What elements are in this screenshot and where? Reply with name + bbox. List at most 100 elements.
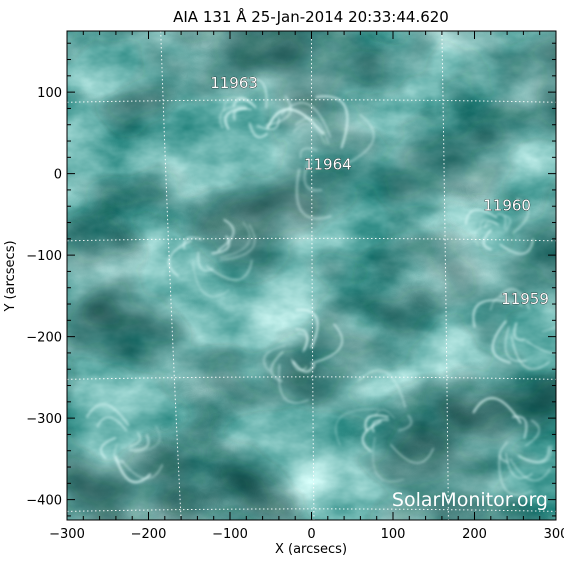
active-region-label: 11964 — [304, 156, 352, 174]
coronal-loop — [167, 240, 192, 277]
coronal-loop — [491, 320, 511, 364]
coronal-loop — [335, 408, 379, 446]
coronal-loop — [472, 299, 515, 328]
x-tick-label: −200 — [131, 527, 167, 542]
coronal-loop — [293, 123, 326, 145]
y-tick-label: −400 — [26, 494, 62, 509]
y-tick-label: 100 — [37, 86, 62, 101]
coronal-loop — [224, 107, 248, 130]
coronal-loop — [248, 122, 269, 139]
y-axis: 100 0 −100 −200 −300 −400 — [26, 42, 556, 517]
coronal-loop — [525, 419, 540, 447]
active-region-label: 11963 — [210, 74, 258, 92]
coronal-loop — [499, 238, 535, 255]
grid-latitude-line — [67, 237, 556, 242]
y-tick-label: −100 — [26, 249, 62, 264]
coronal-loop — [129, 432, 141, 447]
coronal-loop — [525, 340, 556, 355]
coronal-loop — [278, 364, 310, 404]
coronal-loop — [96, 416, 128, 432]
coronal-loop — [219, 105, 247, 129]
coronal-loop — [295, 328, 309, 351]
coronal-loop — [517, 445, 551, 464]
coronal-loop — [205, 259, 253, 281]
coronal-loop — [398, 414, 413, 432]
y-tick-label: 0 — [54, 168, 62, 183]
coronal-loop — [473, 224, 492, 246]
coronal-loop — [364, 414, 389, 431]
coordinate-grid — [67, 31, 556, 520]
coronal-loop — [464, 209, 498, 226]
coronal-loop — [374, 409, 395, 419]
x-axis-label: X (arcsecs) — [275, 542, 347, 557]
coronal-loop — [299, 147, 318, 159]
coronal-loop — [217, 218, 235, 252]
coronal-loop — [498, 288, 531, 310]
coronal-loop — [512, 197, 530, 235]
x-tick-label: 300 — [544, 527, 564, 542]
coronal-loop — [120, 459, 164, 480]
coronal-loop — [134, 426, 161, 453]
coronal-loop — [372, 437, 405, 482]
coronal-loop — [294, 117, 330, 145]
coronal-loop — [128, 434, 150, 452]
grid-longitude-line — [160, 31, 182, 520]
coronal-loop — [504, 326, 527, 362]
coronal-loop — [85, 403, 130, 427]
coronal-loop — [223, 96, 253, 112]
figure-title: AIA 131 Å 25-Jan-2014 20:33:44.620 — [173, 7, 449, 26]
coronal-loop — [495, 213, 507, 229]
active-region-label: 11959 — [501, 290, 549, 308]
coronal-loop — [371, 418, 390, 433]
coronal-loop — [509, 458, 551, 482]
coronal-loop — [510, 335, 550, 370]
grid-longitude-line — [311, 31, 315, 520]
coronal-loop — [361, 420, 382, 453]
x-tick-label: −100 — [212, 527, 248, 542]
coronal-loop — [472, 397, 522, 424]
grid-latitude-line — [67, 376, 556, 380]
coronal-loop — [114, 455, 152, 484]
grid-latitude-line — [67, 99, 556, 103]
grid-longitude-line — [441, 31, 449, 520]
coronal-loop — [498, 441, 509, 464]
coronal-loop — [484, 220, 500, 229]
coronal-loop — [291, 358, 308, 371]
coronal-loop — [243, 78, 268, 109]
coronal-loop — [541, 326, 556, 333]
x-axis: −300 −200 −100 0 100 200 300 — [49, 31, 564, 542]
coronal-loop — [482, 229, 493, 251]
coronal-loop — [358, 369, 406, 408]
x-tick-label: −300 — [49, 527, 85, 542]
watermark: SolarMonitor.org — [392, 489, 548, 511]
coronal-loop — [295, 168, 332, 220]
x-tick-label: 100 — [381, 527, 406, 542]
y-axis-label: Y (arcsecs) — [3, 240, 18, 312]
coronal-loop — [219, 221, 251, 259]
coronal-loop — [303, 161, 323, 192]
coronal-loop — [498, 455, 533, 496]
coronal-loop — [310, 323, 343, 364]
coronal-loop — [219, 224, 256, 261]
coronal-loop — [232, 97, 257, 109]
grid-latitude-line — [67, 508, 556, 512]
y-tick-label: −300 — [26, 412, 62, 427]
active-region-labels: 11963 11964 11960 11959 — [210, 74, 549, 309]
coronal-loop — [503, 215, 511, 232]
coronal-loop — [340, 114, 375, 168]
coronal-loop — [100, 437, 117, 460]
coronal-loop — [192, 261, 230, 297]
coronal-loop — [270, 350, 284, 383]
coronal-loop — [390, 443, 434, 464]
coronal-loop — [256, 117, 280, 131]
coronal-loop — [263, 344, 286, 372]
active-region-label: 11960 — [483, 196, 531, 214]
coronal-loop — [113, 444, 125, 463]
coronal-loop — [295, 308, 319, 349]
x-tick-label: 0 — [307, 527, 315, 542]
y-tick-label: −200 — [26, 331, 62, 346]
coronal-loop — [505, 452, 533, 479]
x-tick-label: 200 — [462, 527, 487, 542]
coronal-loop — [266, 108, 325, 135]
